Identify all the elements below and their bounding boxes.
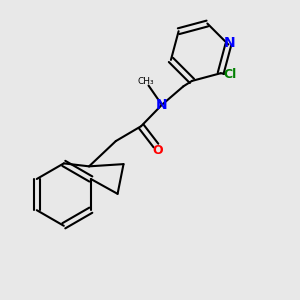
Text: Cl: Cl	[223, 68, 236, 81]
Text: CH₃: CH₃	[137, 76, 154, 85]
Text: N: N	[224, 36, 236, 50]
Text: N: N	[156, 98, 168, 112]
Text: O: O	[152, 143, 163, 157]
